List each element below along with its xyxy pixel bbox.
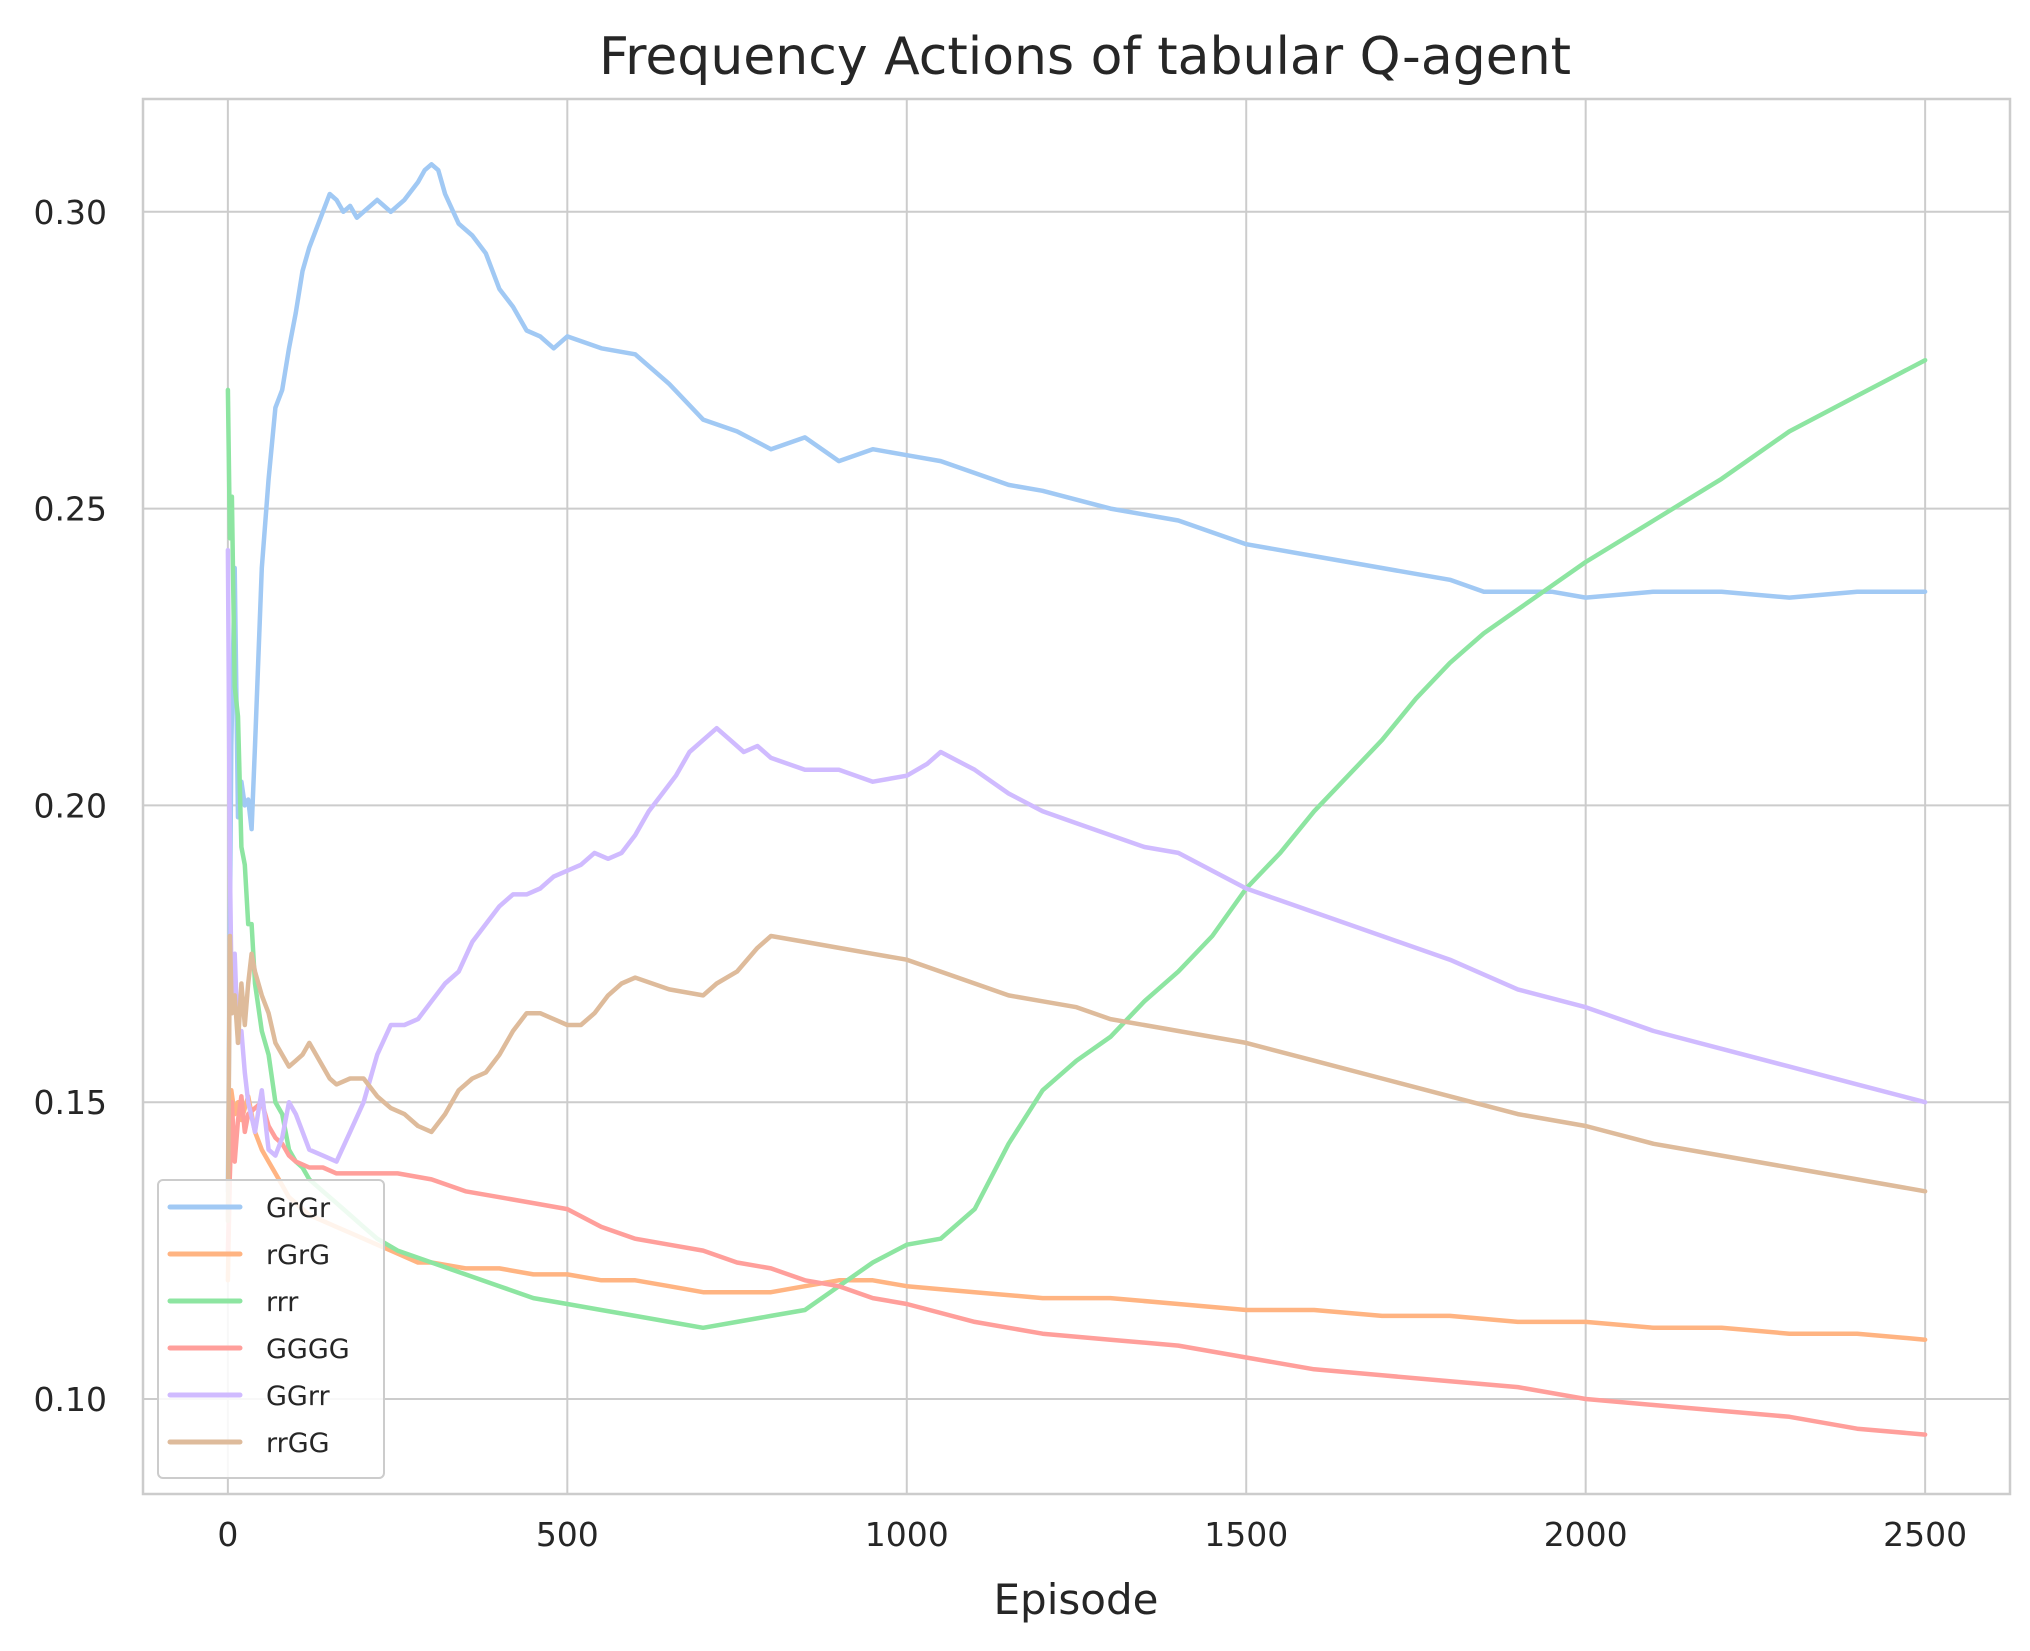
x-tick-label: 2500 — [1883, 1515, 1967, 1554]
legend-entries: GrGr rGrG rrr GGGG GGrr rrGG — [167, 1193, 350, 1459]
x-axis-ticks: 0 500 1000 1500 2000 2500 — [217, 1515, 1967, 1554]
plot-frame — [141, 97, 2012, 1496]
x-tick-label: 0 — [217, 1515, 238, 1554]
legend-label-rGrG: rGrG — [266, 1240, 330, 1271]
legend-label-rrGG: rrGG — [266, 1428, 330, 1459]
x-tick-label: 2000 — [1544, 1515, 1628, 1554]
y-tick-label: 0.30 — [34, 193, 107, 232]
chart-title: Frequency Actions of tabular Q-agent — [599, 27, 1571, 87]
x-axis-label: Episode — [994, 1575, 1159, 1624]
legend: GrGr rGrG rrr GGGG GGrr rrGG — [157, 1179, 385, 1479]
x-tick-label: 1500 — [1204, 1515, 1288, 1554]
legend-label-GGGG: GGGG — [266, 1334, 350, 1365]
x-tick-label: 500 — [536, 1515, 599, 1554]
grid — [143, 99, 2010, 1494]
series-lines — [225, 162, 1928, 1437]
legend-label-rrr: rrr — [266, 1287, 299, 1318]
series-line-GGrr — [225, 547, 1928, 1164]
y-tick-label: 0.25 — [34, 490, 107, 529]
y-tick-label: 0.20 — [34, 786, 107, 825]
legend-label-GGrr: GGrr — [266, 1381, 330, 1412]
y-axis-ticks: 0.10 0.15 0.20 0.25 0.30 — [34, 193, 107, 1419]
series-line-rrGG — [225, 933, 1928, 1224]
series-line-rGrG — [225, 1088, 1928, 1342]
x-tick-label: 1000 — [865, 1515, 949, 1554]
series-line-GrGr — [225, 162, 1928, 1194]
y-tick-label: 0.15 — [34, 1083, 107, 1122]
legend-label-GrGr: GrGr — [266, 1193, 331, 1224]
series-line-rrr — [225, 357, 1928, 1331]
y-tick-label: 0.10 — [34, 1380, 107, 1419]
